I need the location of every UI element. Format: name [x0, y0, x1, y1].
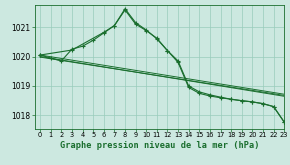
- X-axis label: Graphe pression niveau de la mer (hPa): Graphe pression niveau de la mer (hPa): [60, 141, 259, 150]
